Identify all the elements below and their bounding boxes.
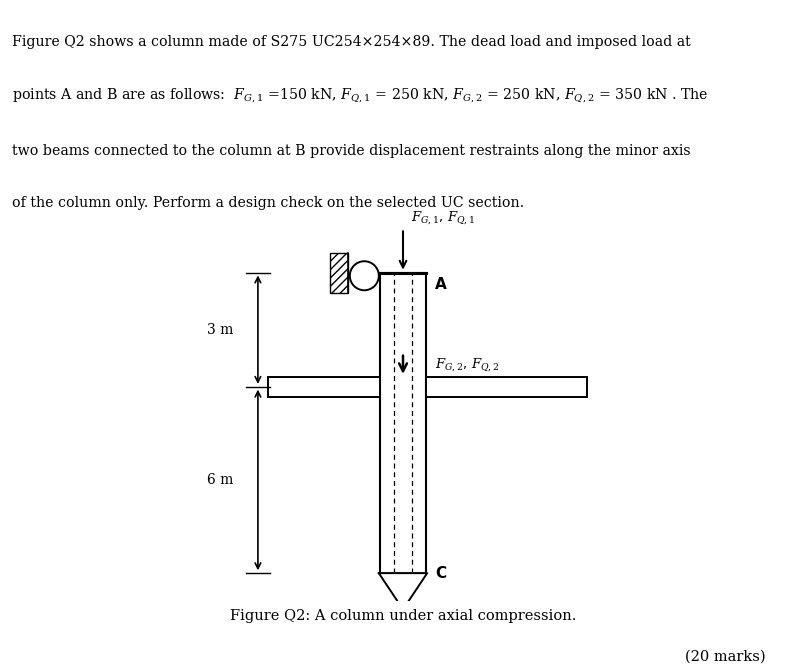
Text: Figure Q2: A column under axial compression.: Figure Q2: A column under axial compress…: [230, 609, 576, 623]
Bar: [268, 377, 380, 397]
Text: A: A: [435, 277, 447, 291]
Text: B: B: [362, 380, 372, 393]
Text: points A and B are as follows:  $F_{G,1}$ =150 kN, $F_{Q,1}$ = 250 kN, $F_{G,2}$: points A and B are as follows: $F_{G,1}$…: [12, 86, 708, 104]
Text: 3 m: 3 m: [207, 323, 234, 337]
Ellipse shape: [350, 261, 379, 291]
Text: $F_{G,2}$, $F_{Q,2}$: $F_{G,2}$, $F_{Q,2}$: [435, 357, 500, 373]
Bar: [426, 377, 587, 397]
Polygon shape: [379, 573, 427, 609]
Text: $F_{G,1}$, $F_{Q,1}$: $F_{G,1}$, $F_{Q,1}$: [411, 210, 476, 226]
Text: 6 m: 6 m: [207, 473, 234, 487]
Text: of the column only. Perform a design check on the selected UC section.: of the column only. Perform a design che…: [12, 196, 524, 210]
Bar: [380, 273, 426, 573]
Text: (20 marks): (20 marks): [685, 650, 766, 664]
Text: two beams connected to the column at B provide displacement restraints along the: two beams connected to the column at B p…: [12, 144, 691, 158]
Bar: [371, 609, 435, 618]
Text: Figure Q2 shows a column made of S275 UC254×254×89. The dead load and imposed lo: Figure Q2 shows a column made of S275 UC…: [12, 35, 691, 49]
Bar: [330, 253, 348, 293]
Text: C: C: [435, 566, 447, 580]
